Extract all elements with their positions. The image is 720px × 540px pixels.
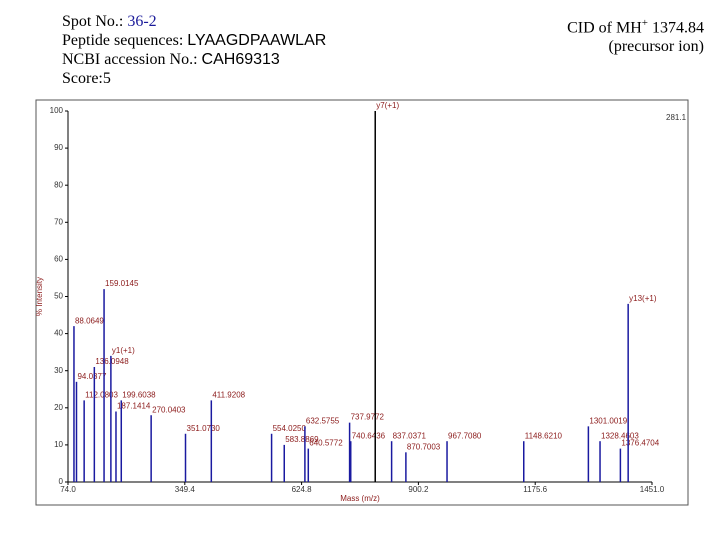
y-tick-label: 30 — [54, 366, 63, 375]
y-tick-label: 80 — [54, 180, 63, 189]
peak-label: 136.0948 — [95, 357, 129, 366]
sequence: LYAAGDPAAWLAR — [187, 32, 327, 49]
peak-label: 967.7080 — [448, 431, 482, 440]
mass: 1374.84 — [652, 19, 704, 37]
peak-label: 1301.0019 — [589, 416, 627, 425]
peak-label: 270.0403 — [152, 405, 186, 414]
peak-label: 737.9772 — [351, 413, 385, 422]
peak-label: 554.0250 — [273, 424, 307, 433]
peak-label: y1(+1) — [112, 346, 135, 355]
y-tick-label: 20 — [54, 403, 63, 412]
x-tick-label: 1451.0 — [640, 485, 665, 494]
y-axis-label: % Intensity — [35, 277, 44, 316]
y-tick-label: 60 — [54, 255, 63, 264]
peak-label: 1328.4603 — [601, 431, 639, 440]
peak-label: 411.9208 — [212, 390, 245, 399]
y-tick-label: 90 — [54, 143, 63, 152]
peak-label: 870.7003 — [407, 442, 441, 451]
spot-line: Spot No.: 36-2 — [62, 12, 326, 31]
header-left: Spot No.: 36-2 Peptide sequences: LYAAGD… — [62, 12, 326, 88]
y-tick-label: 40 — [54, 329, 63, 338]
header-right: CID of MH+ 1374.84 (precursor ion) — [567, 14, 704, 56]
y-tick-label: 50 — [54, 292, 63, 301]
cid-line: CID of MH+ 1374.84 — [567, 14, 704, 37]
x-tick-label: 1175.6 — [523, 485, 547, 494]
note: (precursor ion) — [608, 38, 704, 56]
y-tick-label: 10 — [54, 440, 63, 449]
frame — [35, 99, 689, 506]
x-tick-label: 900.2 — [408, 485, 429, 494]
y-tick-label: 100 — [50, 106, 64, 115]
label: Peptide sequences: — [62, 32, 184, 49]
peak-label: 112.0803 — [85, 390, 118, 399]
peak-label: 1376.4704 — [621, 439, 659, 448]
seq-line: Peptide sequences: LYAAGDPAAWLAR — [62, 31, 326, 50]
peak-label: 94.0377 — [77, 372, 106, 381]
max-counts: 281.1 — [666, 113, 687, 122]
peak-label: y13(+1) — [629, 294, 657, 303]
sup: + — [641, 17, 648, 29]
label: Spot No.: — [62, 13, 124, 30]
y-tick-label: 0 — [59, 477, 64, 486]
peak-label: 740.6436 — [352, 431, 386, 440]
peak-label: 583.8869 — [285, 435, 319, 444]
x-axis-label: Mass (m/z) — [340, 494, 380, 503]
x-tick-label: 74.0 — [60, 485, 76, 494]
peak-label: 88.0649 — [75, 316, 104, 325]
x-tick-label: 349.4 — [175, 485, 196, 494]
y-tick-label: 70 — [54, 217, 63, 226]
cid: CID of MH — [567, 19, 642, 37]
peak-label: 187.1414 — [117, 402, 151, 411]
peak-label: 159.0145 — [105, 279, 139, 288]
peak-label: 199.6038 — [122, 390, 156, 399]
peak-label: 351.0730 — [187, 424, 221, 433]
x-tick-label: 624.8 — [292, 485, 313, 494]
peak-label: 1148.6210 — [525, 431, 563, 440]
peak-label: 632.5755 — [306, 416, 340, 425]
acc-line: NCBI accession No.: CAH69313 — [62, 50, 326, 69]
peak-label: y7(+1) — [376, 101, 399, 110]
peak-label: 640.5772 — [309, 439, 343, 448]
label: NCBI accession No.: — [62, 51, 198, 68]
peak-label: 837.0371 — [393, 431, 427, 440]
accession: CAH69313 — [201, 51, 280, 68]
spot: 36-2 — [127, 13, 157, 30]
score: Score:5 — [62, 70, 111, 87]
